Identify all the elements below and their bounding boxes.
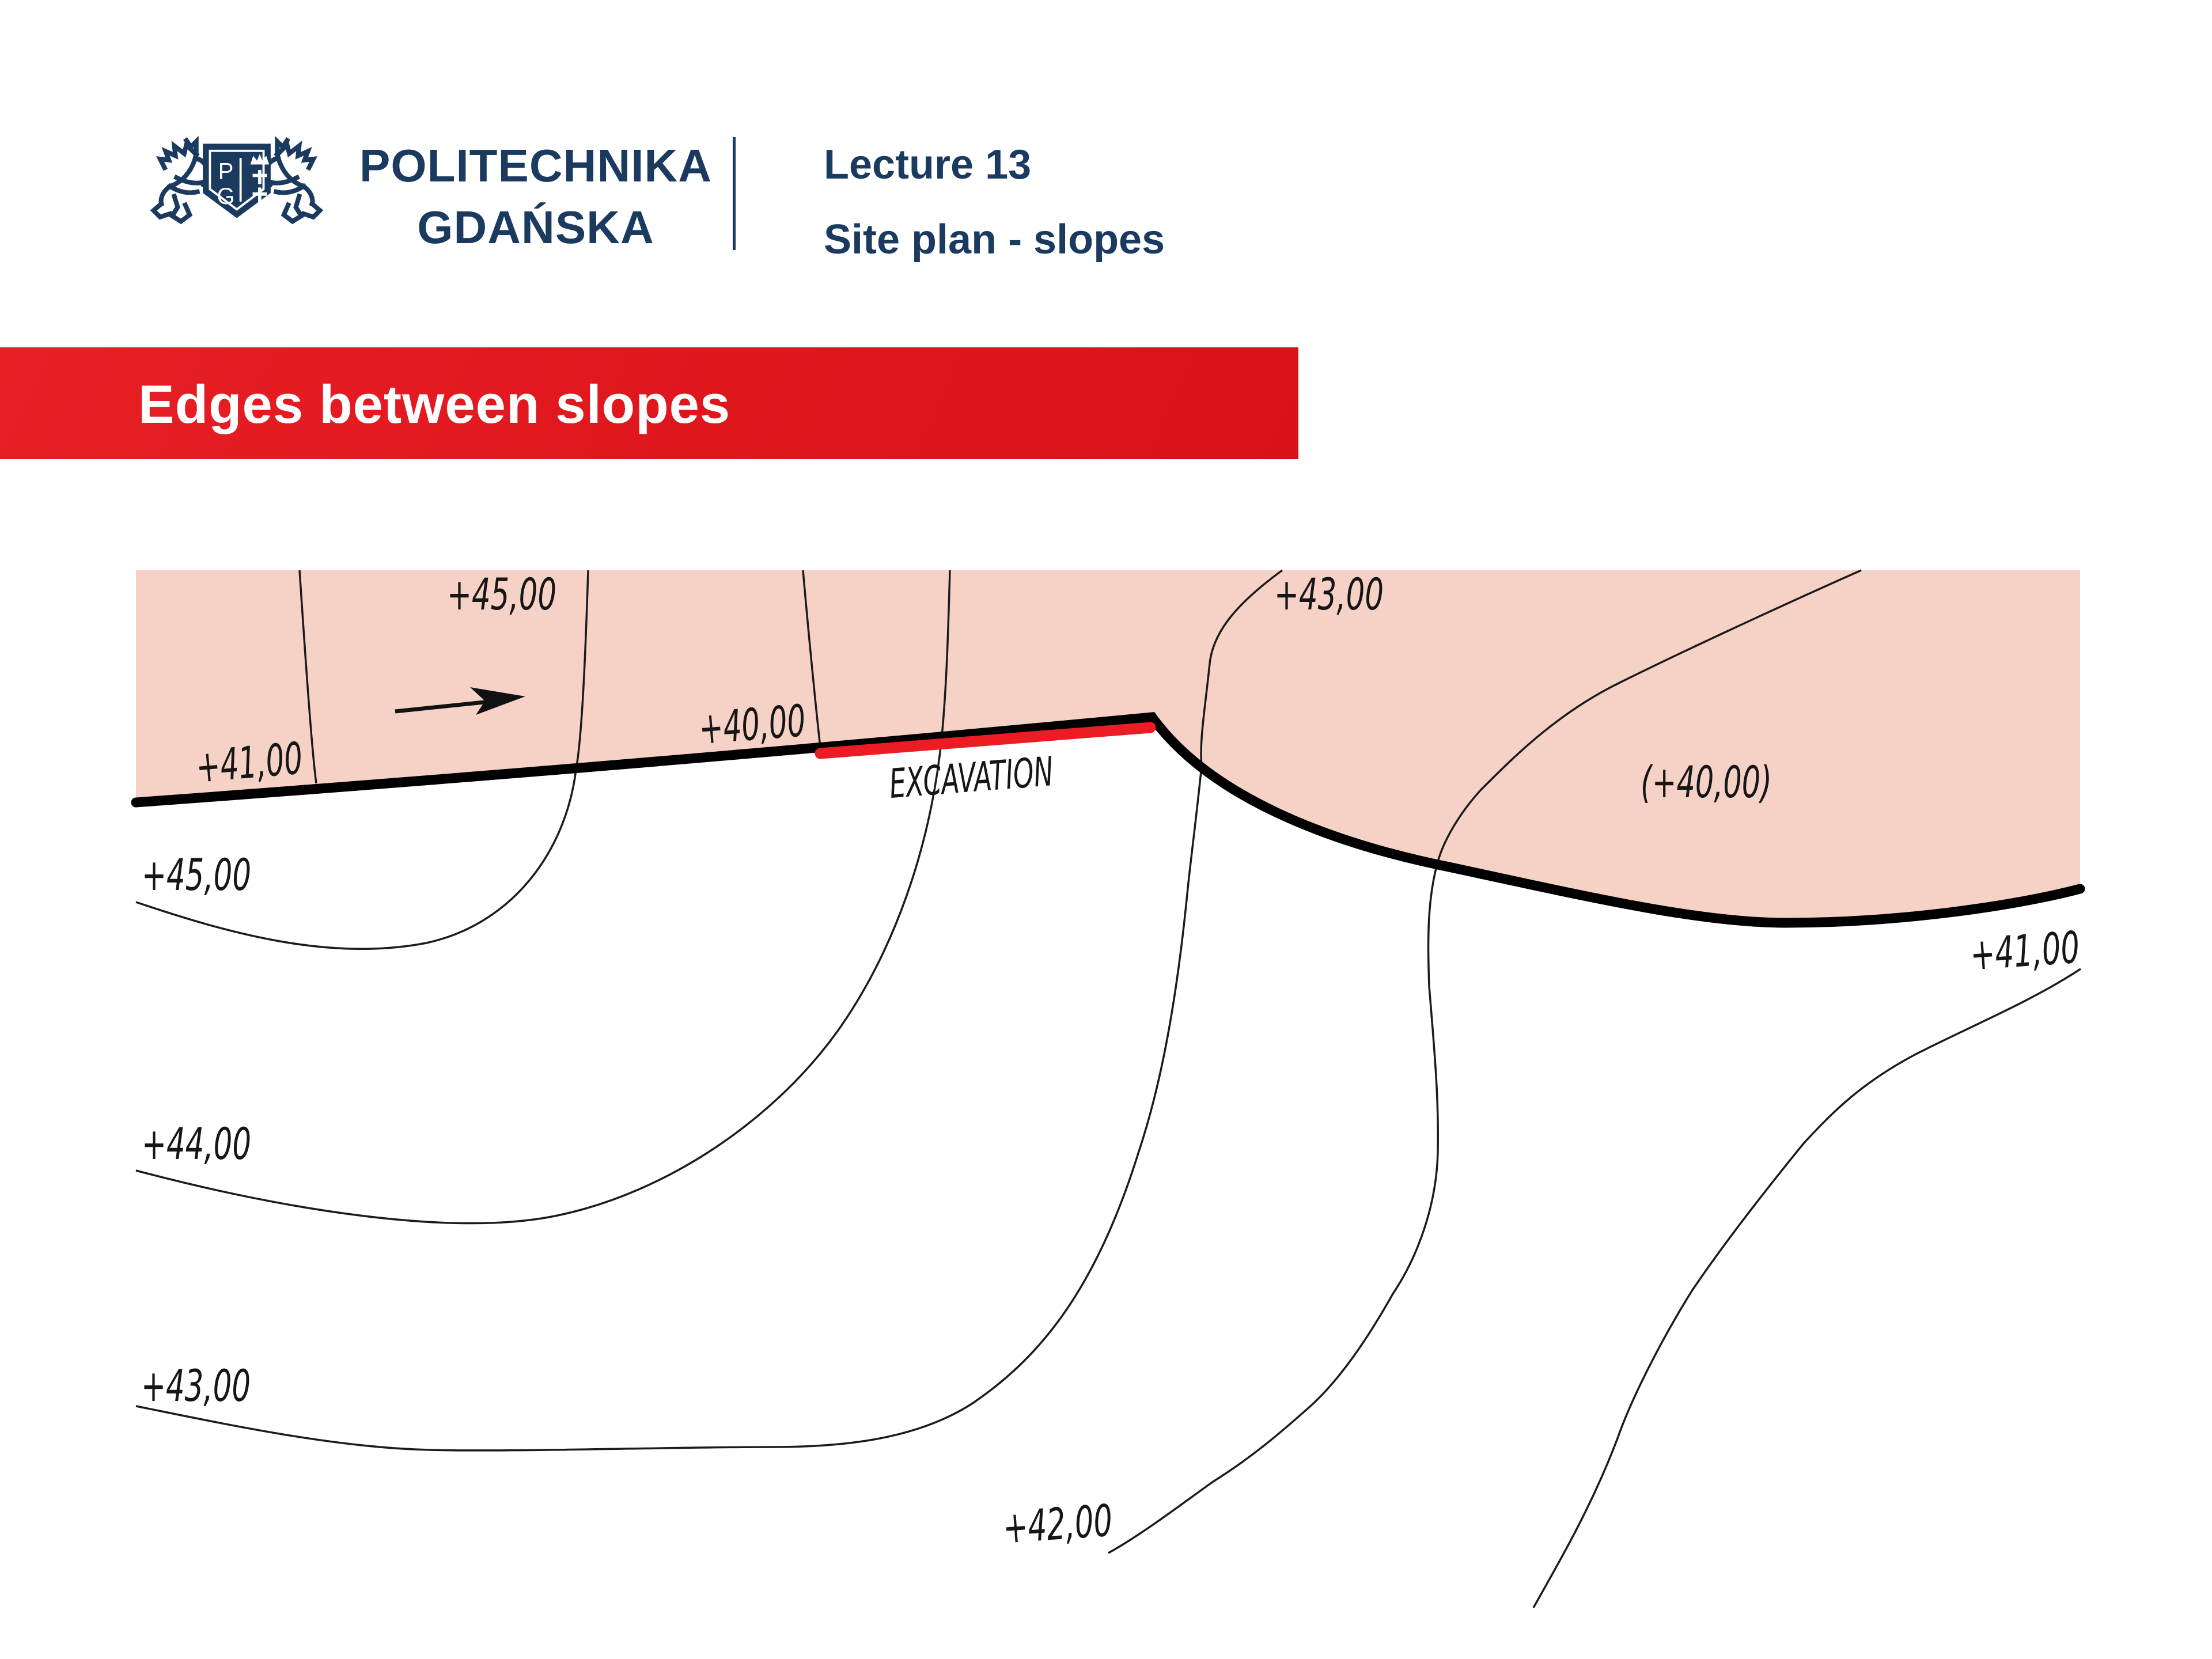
slope-direction-arrow [395, 687, 525, 715]
header-divider [733, 137, 736, 250]
elevation-label-left-middle: +44,00 [142, 1118, 251, 1169]
contour-line-3 [802, 570, 821, 748]
contour-line-6 [1108, 569, 1862, 1554]
shield-icon: P G [203, 143, 271, 218]
contour-line-4 [135, 570, 951, 1225]
elevation-label-below-edge-left: +45,00 [142, 849, 251, 900]
logo-monogram-p: P [218, 158, 234, 184]
excavation-label: EXCAVATION [888, 748, 1055, 808]
contour-line-1 [298, 570, 317, 784]
logo-monogram-g: G [217, 184, 234, 209]
university-name: POLITECHNIKA GDAŃSKA [357, 135, 714, 258]
elevation-label-bottom-center: +42,00 [1001, 1495, 1114, 1554]
excavation-line [815, 722, 1156, 759]
elevation-label-left-lower: +43,00 [141, 1360, 251, 1411]
elevation-label-right-lower: +41,00 [1968, 922, 2081, 980]
university-logo: P G [138, 135, 335, 228]
crown-icon [250, 154, 270, 165]
lecture-header: Lecture 13 Site plan - slopes [824, 141, 1165, 264]
crest-graphic: P G [138, 135, 335, 228]
elevation-label-design-level: (+40,00) [1641, 756, 1772, 808]
elevation-label-inside-left: +41,00 [194, 732, 305, 793]
lecture-subtitle: Site plan - slopes [824, 217, 1165, 263]
university-name-line2: GDAŃSKA [417, 202, 654, 253]
page-title: Edges between slopes [138, 374, 731, 434]
edge-between-slopes-line [131, 712, 2085, 928]
arrowhead-icon [470, 687, 525, 715]
elevation-label-at-edge: +40,00 [697, 695, 807, 754]
university-name-line1: POLITECHNIKA [359, 140, 712, 191]
contour-line-5 [135, 569, 1283, 1452]
contour-line-7 [1532, 968, 2081, 1608]
cross-icons [252, 170, 267, 202]
lecture-title: Lecture 13 [824, 142, 1032, 188]
contour-line-2 [135, 570, 589, 950]
upper-slope-region [136, 570, 2080, 923]
elevation-label-top-right: +43,00 [1274, 569, 1384, 620]
section-banner: Edges between slopes [0, 347, 1298, 459]
elevation-label-top-left: +45,00 [447, 569, 556, 620]
